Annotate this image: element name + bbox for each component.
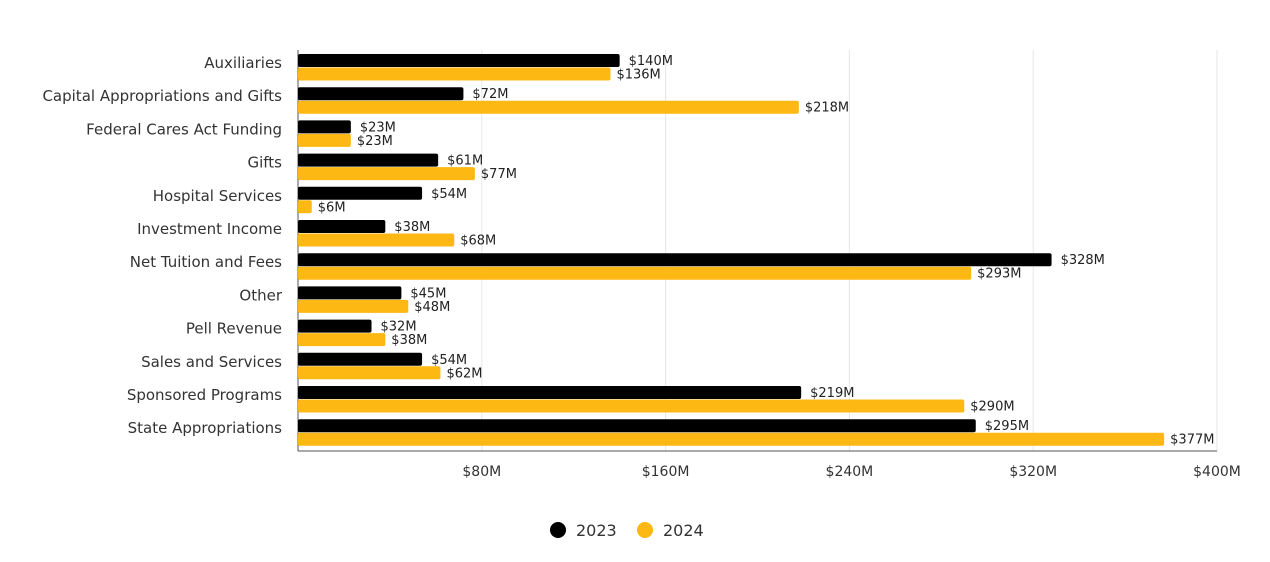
bar-2024-1[interactable] xyxy=(298,100,799,114)
bar-2024-6[interactable] xyxy=(298,266,972,280)
data-label: $77M xyxy=(481,167,517,182)
legend-label[interactable]: 2024 xyxy=(663,521,704,540)
legend-marker-2024 xyxy=(637,522,653,538)
category-label: State Appropriations xyxy=(128,419,283,437)
bar-2023-11[interactable] xyxy=(298,419,976,433)
bar-2024-2[interactable] xyxy=(298,133,351,147)
bar-2024-8[interactable] xyxy=(298,333,386,347)
category-label: Hospital Services xyxy=(153,187,282,205)
data-label: $23M xyxy=(357,134,393,149)
data-label: $61M xyxy=(447,154,483,169)
bar-2024-9[interactable] xyxy=(298,366,441,380)
data-label: $38M xyxy=(394,220,430,235)
data-label: $218M xyxy=(805,101,849,116)
bar-2023-4[interactable] xyxy=(298,186,423,200)
bar-2023-9[interactable] xyxy=(298,352,423,366)
data-label: $72M xyxy=(472,87,508,102)
bar-2023-10[interactable] xyxy=(298,386,802,399)
bar-2023-8[interactable] xyxy=(298,319,372,333)
data-label: $136M xyxy=(616,68,660,83)
category-label: Auxiliaries xyxy=(204,54,282,72)
data-label: $140M xyxy=(629,54,673,69)
bar-2024-3[interactable] xyxy=(298,167,475,181)
bar-2023-1[interactable] xyxy=(298,87,464,101)
legend-marker-2023 xyxy=(550,522,566,538)
data-label: $45M xyxy=(410,286,446,301)
bar-2023-2[interactable] xyxy=(298,120,351,134)
data-label: $377M xyxy=(1170,433,1214,448)
bar-2023-7[interactable] xyxy=(298,286,402,300)
data-label: $219M xyxy=(810,386,854,401)
data-label: $23M xyxy=(360,120,396,135)
data-label: $6M xyxy=(318,200,346,215)
category-label: Other xyxy=(239,286,282,304)
category-label: Capital Appropriations and Gifts xyxy=(42,87,282,105)
data-label: $328M xyxy=(1061,253,1105,268)
category-label: Sponsored Programs xyxy=(127,386,282,404)
legend-label[interactable]: 2023 xyxy=(576,521,617,540)
category-label: Gifts xyxy=(247,154,282,172)
bar-2024-10[interactable] xyxy=(298,399,965,413)
bar-2024-5[interactable] xyxy=(298,233,455,247)
bar-2023-0[interactable] xyxy=(298,54,620,67)
data-label: $295M xyxy=(985,419,1029,434)
data-label: $38M xyxy=(391,333,427,348)
category-label: Investment Income xyxy=(137,220,282,238)
category-label: Federal Cares Act Funding xyxy=(86,120,282,138)
data-label: $68M xyxy=(460,234,496,249)
data-label: $48M xyxy=(414,300,450,315)
data-label: $54M xyxy=(431,187,467,202)
bar-2024-4[interactable] xyxy=(298,200,312,214)
data-label: $62M xyxy=(446,366,482,381)
data-label: $54M xyxy=(431,353,467,368)
x-tick-label: $320M xyxy=(1009,464,1057,480)
bar-2024-7[interactable] xyxy=(298,299,409,313)
data-label: $290M xyxy=(970,400,1014,415)
category-label: Sales and Services xyxy=(141,353,282,371)
bar-2024-0[interactable] xyxy=(298,67,611,81)
data-label: $32M xyxy=(381,320,417,335)
bar-2023-5[interactable] xyxy=(298,220,386,233)
category-label: Pell Revenue xyxy=(186,320,282,338)
bar-2023-3[interactable] xyxy=(298,153,439,167)
bar-2023-6[interactable] xyxy=(298,253,1052,267)
x-tick-label: $80M xyxy=(462,464,501,480)
data-label: $293M xyxy=(977,267,1021,282)
x-tick-label: $160M xyxy=(642,464,690,480)
x-tick-label: $240M xyxy=(826,464,874,480)
x-tick-label: $400M xyxy=(1193,464,1241,480)
bar-2024-11[interactable] xyxy=(298,432,1165,446)
category-label: Net Tuition and Fees xyxy=(130,253,282,271)
